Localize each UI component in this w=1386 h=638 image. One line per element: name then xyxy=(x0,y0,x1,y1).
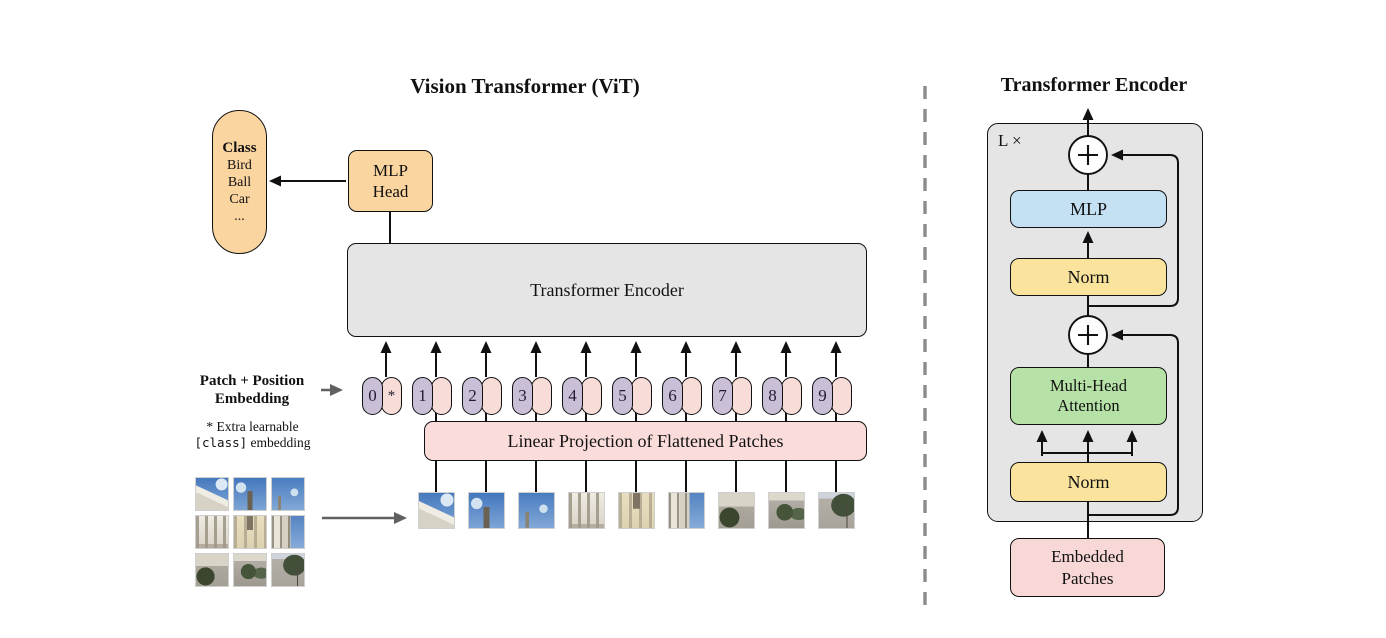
patch-embedding-pill xyxy=(731,377,752,415)
position-pill: 7 xyxy=(712,377,733,415)
patch-embedding-pill xyxy=(431,377,452,415)
patch-embedding-pill xyxy=(781,377,802,415)
left-panel-title: Vision Transformer (ViT) xyxy=(410,74,640,98)
layer-repeat-label: L × xyxy=(998,131,1022,150)
gray-arrows xyxy=(321,384,407,524)
token-1: 1 xyxy=(412,377,454,415)
class-item: Ball xyxy=(227,175,252,191)
linear-projection-box: Linear Projection of Flattened Patches xyxy=(424,421,867,461)
patch-embedding-pill xyxy=(531,377,552,415)
position-pill: 5 xyxy=(612,377,633,415)
flattened-patch-5 xyxy=(618,492,655,529)
image-grid-patch-5 xyxy=(233,515,267,549)
class-token-footnote: * Extra learnable [class] embedding xyxy=(170,419,335,451)
residual-skip-upper xyxy=(1088,149,1179,307)
class-heading: Class xyxy=(222,139,257,156)
class-ellipsis: ... xyxy=(234,209,245,225)
flattened-patch-9 xyxy=(818,492,855,529)
norm-block-upper: Norm xyxy=(1010,258,1167,296)
mlp-head-box: MLP Head xyxy=(348,150,433,212)
image-grid-patch-6 xyxy=(271,515,305,549)
position-pill: 9 xyxy=(812,377,833,415)
class-item: Bird xyxy=(227,157,252,173)
footnote-line2: [class] embedding xyxy=(170,435,335,451)
flattened-patch-3 xyxy=(518,492,555,529)
image-grid-patch-3 xyxy=(271,477,305,511)
class-output-oval: Class Bird Ball Car ... xyxy=(212,110,267,254)
position-pill: 4 xyxy=(562,377,583,415)
mlp-block: MLP xyxy=(1010,190,1167,228)
position-pill: 0 xyxy=(362,377,383,415)
flattened-patch-8 xyxy=(768,492,805,529)
patch-position-embedding-label: Patch + Position Embedding xyxy=(199,373,305,407)
flattened-patch-2 xyxy=(468,492,505,529)
patch-embedding-pill xyxy=(481,377,502,415)
right-panel-connectors xyxy=(1036,108,1179,538)
token-4: 4 xyxy=(562,377,604,415)
image-grid-patch-2 xyxy=(233,477,267,511)
image-grid-patch-7 xyxy=(195,553,229,587)
image-grid-patch-9 xyxy=(271,553,305,587)
position-pill: 8 xyxy=(762,377,783,415)
footnote-embedding-text: embedding xyxy=(247,434,311,450)
token-8: 8 xyxy=(762,377,804,415)
token-7: 7 xyxy=(712,377,754,415)
transformer-encoder-box: Transformer Encoder xyxy=(347,243,867,337)
position-pill: 1 xyxy=(412,377,433,415)
norm-block-lower: Norm xyxy=(1010,462,1167,502)
token-3: 3 xyxy=(512,377,554,415)
patch-embedding-pill xyxy=(681,377,702,415)
embedded-patches-block: Embedded Patches xyxy=(1010,538,1165,597)
right-panel-title: Transformer Encoder xyxy=(1000,74,1188,96)
class-token-code: [class] xyxy=(194,434,248,450)
token-9: 9 xyxy=(812,377,854,415)
image-grid-patch-4 xyxy=(195,515,229,549)
position-pill: 2 xyxy=(462,377,483,415)
token-0: 0 * xyxy=(362,377,404,415)
image-grid-patch-1 xyxy=(195,477,229,511)
patch-embedding-pill xyxy=(631,377,652,415)
class-embedding-pill: * xyxy=(381,377,402,415)
image-grid-patch-8 xyxy=(233,553,267,587)
token-5: 5 xyxy=(612,377,654,415)
residual-add-icons xyxy=(1068,135,1108,355)
class-item: Car xyxy=(229,192,250,208)
position-pill: 3 xyxy=(512,377,533,415)
multi-head-attention-block: Multi-Head Attention xyxy=(1010,367,1167,425)
patch-embedding-pill xyxy=(831,377,852,415)
flattened-patch-7 xyxy=(718,492,755,529)
patch-embedding-pill xyxy=(581,377,602,415)
position-pill: 6 xyxy=(662,377,683,415)
flattened-patch-1 xyxy=(418,492,455,529)
flattened-patch-6 xyxy=(668,492,705,529)
footnote-line1: * Extra learnable xyxy=(206,419,299,434)
flattened-patch-4 xyxy=(568,492,605,529)
residual-skip-lower xyxy=(1088,329,1179,516)
token-6: 6 xyxy=(662,377,704,415)
token-2: 2 xyxy=(462,377,504,415)
